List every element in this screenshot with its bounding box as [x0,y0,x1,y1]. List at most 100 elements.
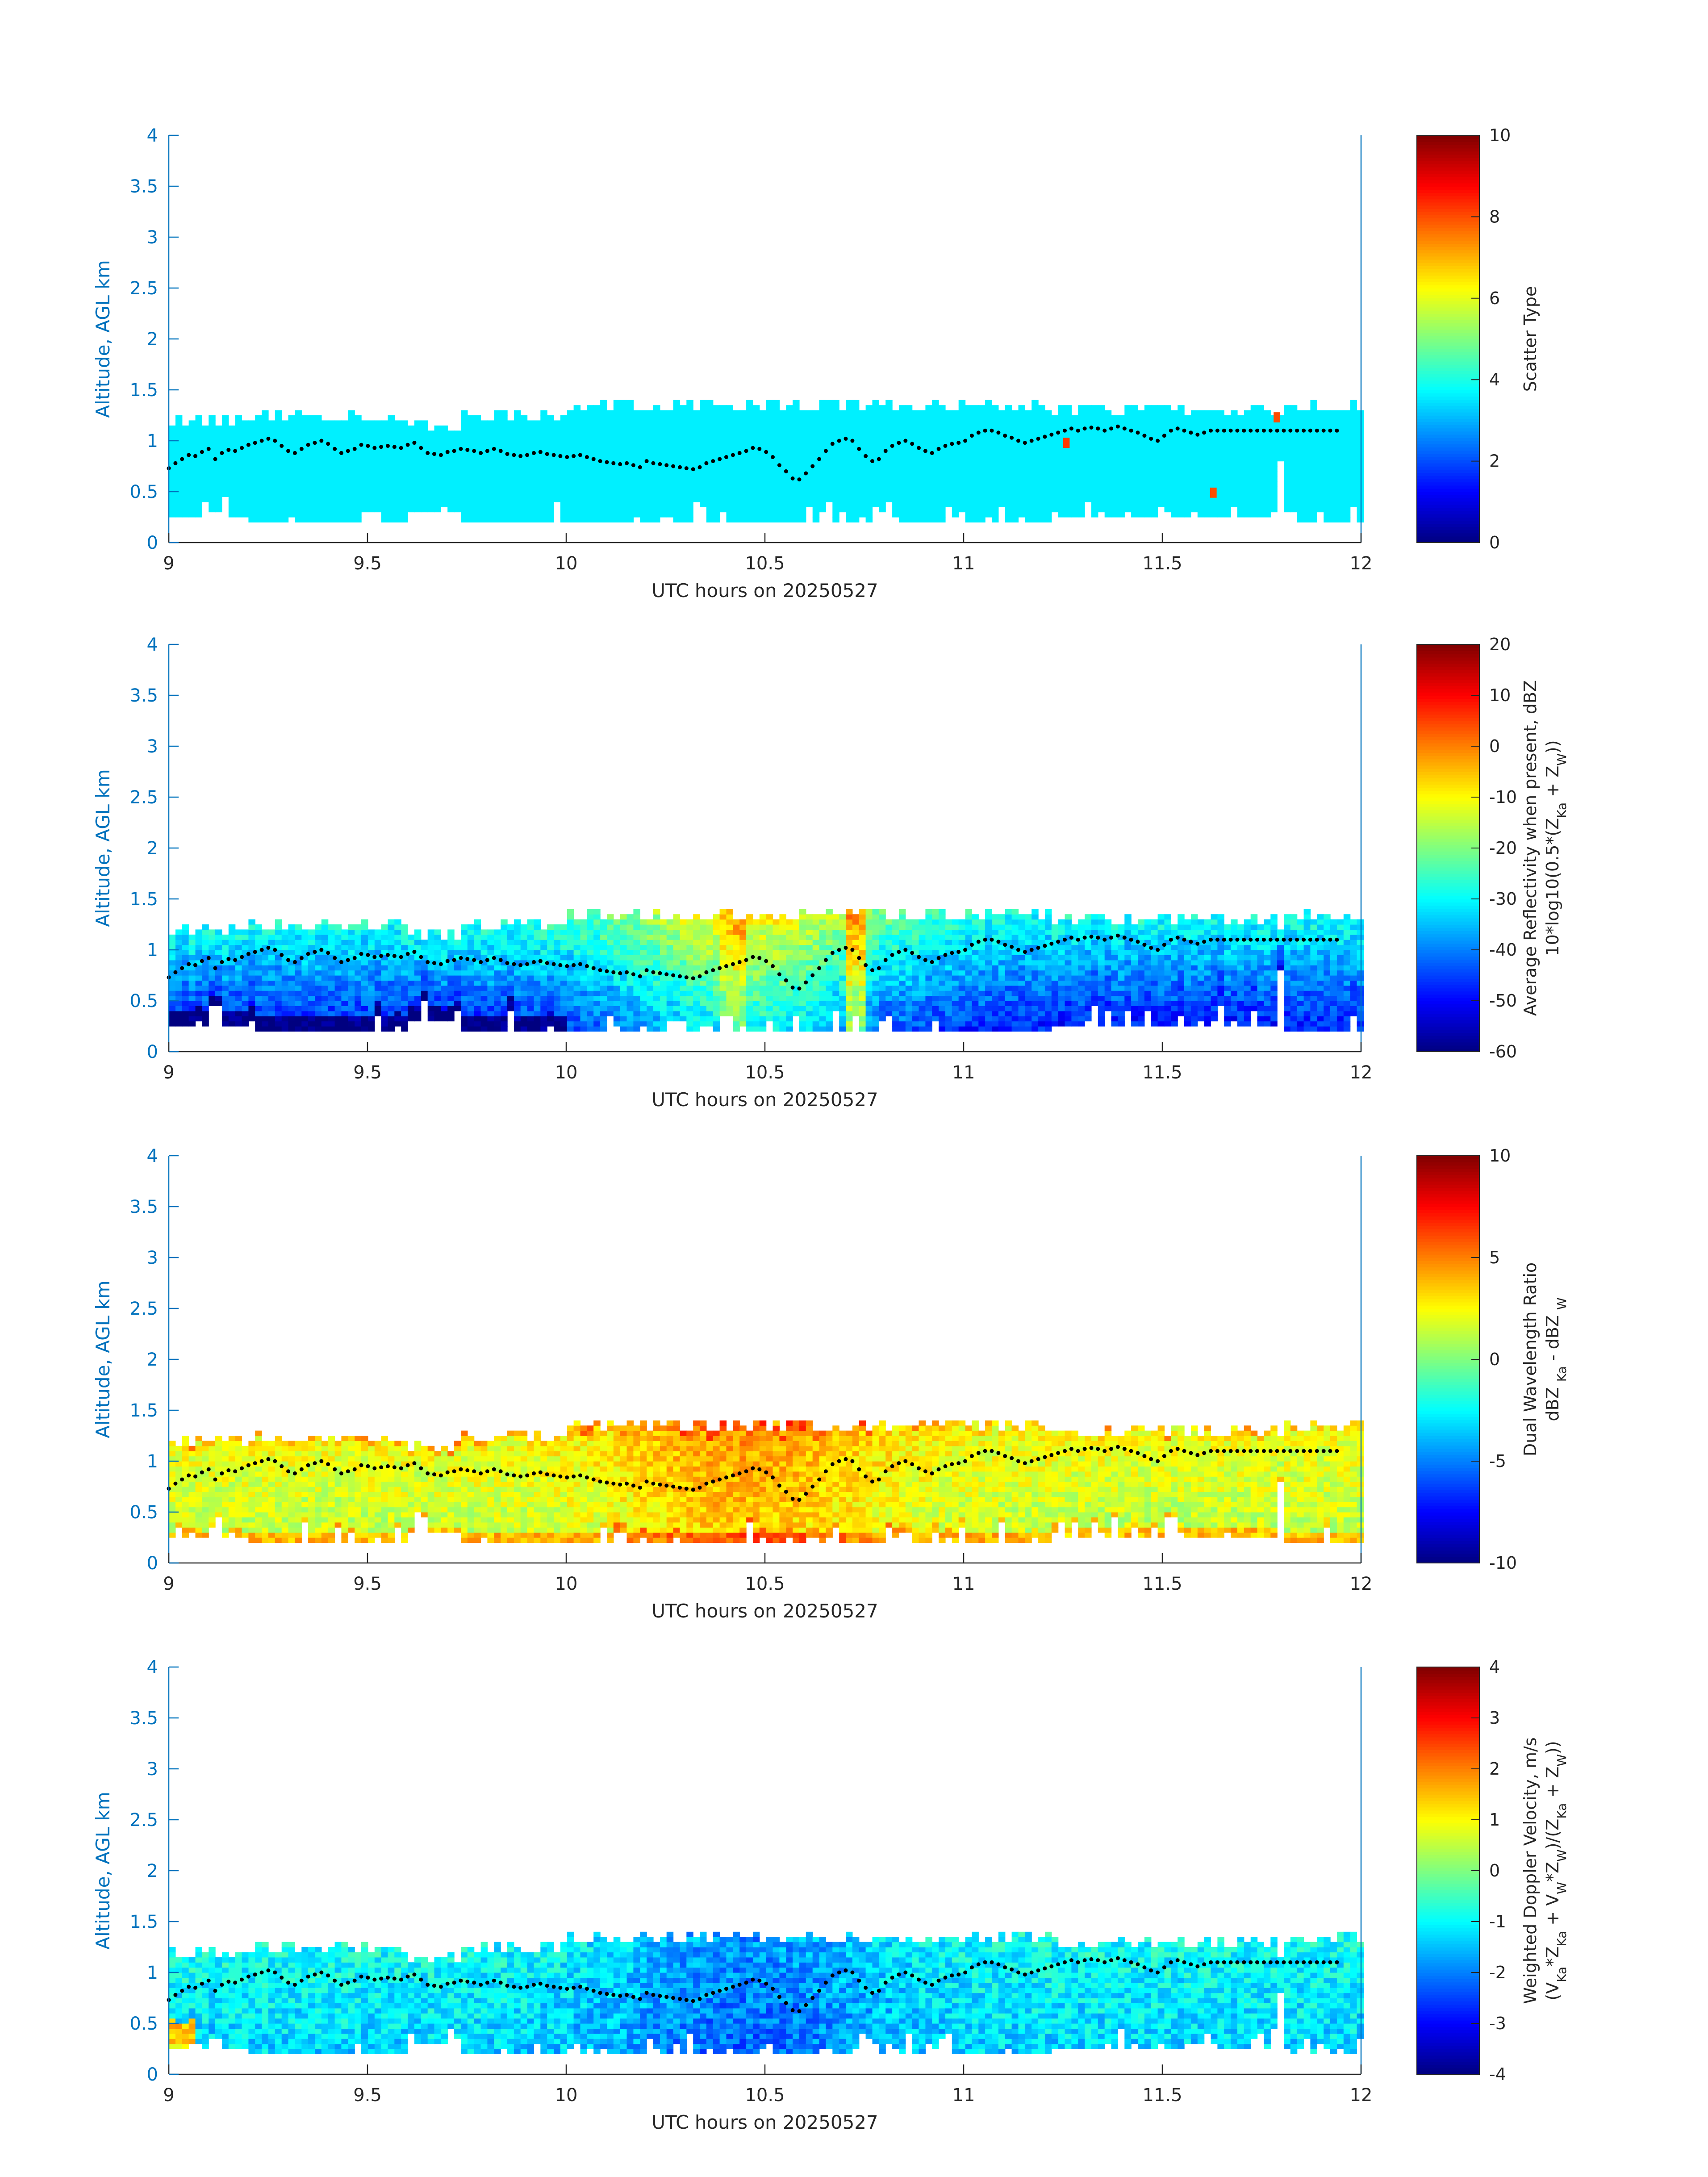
heatmap-cell [647,456,654,462]
heatmap-cell [1131,512,1138,518]
heatmap-cell [620,446,627,451]
heatmap-cell [361,435,368,441]
heatmap-cell [215,497,222,502]
cloud-base-point [1076,428,1080,433]
heatmap-cell [374,430,382,436]
heatmap-cell [1350,435,1357,441]
heatmap-cell [773,501,780,507]
heatmap-cell [248,446,255,451]
heatmap-cell [288,924,295,930]
heatmap-cell [859,456,866,462]
heatmap-cell [401,960,408,965]
heatmap-cell [580,425,587,431]
heatmap-cell [321,1016,329,1022]
heatmap-cell [514,507,521,513]
heatmap-cell [221,415,229,421]
heatmap-cell [209,420,216,426]
heatmap-cell [281,934,289,940]
heatmap-cell [1317,410,1324,416]
heatmap-cell [367,481,375,487]
heatmap-cell [480,492,488,497]
heatmap-cell [932,430,939,436]
heatmap-cell [686,420,693,426]
heatmap-cell [1217,415,1224,421]
heatmap-cell [613,415,621,421]
heatmap-cell [355,985,362,991]
heatmap-cell [268,975,276,981]
heatmap-cell [281,441,289,446]
heatmap-cell [281,940,289,945]
heatmap-cell [527,435,535,441]
heatmap-cell [786,441,793,446]
cloud-base-point [877,457,881,461]
heatmap-cell [275,1016,282,1022]
heatmap-cell [1336,486,1344,492]
heatmap-cell [355,924,362,930]
heatmap-cell [865,497,873,502]
heatmap-cell [447,486,455,492]
heatmap-cell [221,425,229,431]
cloud-base-point [1115,424,1120,429]
heatmap-cell [1025,512,1032,518]
heatmap-cell [826,456,833,462]
heatmap-cell [367,970,375,976]
heatmap-cell [494,512,501,518]
y-tick-label: 3.5 [129,176,158,197]
cloud-base-point [1215,428,1219,433]
heatmap-cell [965,481,973,487]
heatmap-cell [1244,497,1251,502]
colorbar-swatch [1417,361,1479,365]
heatmap-cell [739,410,747,416]
heatmap-cell [202,471,209,477]
heatmap-cell [454,975,461,981]
heatmap-cell [600,517,607,522]
heatmap-cell [367,507,375,513]
heatmap-cell [388,965,395,971]
heatmap-cell [301,1001,309,1006]
heatmap-cell [905,435,913,441]
colorbar-swatch [1417,234,1479,238]
heatmap-cell [1324,492,1331,497]
heatmap-cell [865,410,873,416]
cloud-base-point [771,455,775,459]
heatmap-cell [414,451,422,456]
heatmap-cell [427,441,435,446]
heatmap-cell [182,471,189,477]
heatmap-cell [1336,415,1344,421]
cloud-base-point [193,454,197,458]
heatmap-cell [673,501,681,507]
heatmap-cell [288,1001,295,1006]
heatmap-cell [414,929,422,935]
heatmap-cell [1237,507,1244,513]
heatmap-cell [978,486,986,492]
heatmap-cell [1197,471,1205,477]
heatmap-cell [593,451,601,456]
heatmap-cell [295,1001,302,1006]
heatmap-cell [1085,451,1092,456]
heatmap-cell [447,980,455,986]
heatmap-cell [1317,456,1324,462]
heatmap-cell [242,512,249,518]
heatmap-cell [209,435,216,441]
heatmap-cell [713,481,720,487]
heatmap-cell [972,435,979,441]
heatmap-cell [859,466,866,472]
heatmap-cell [919,410,926,416]
heatmap-cell [806,497,813,502]
heatmap-cell [972,451,979,456]
heatmap-cell [228,995,236,1001]
heatmap-cell [268,497,276,502]
heatmap-cell [1330,512,1337,518]
heatmap-cell [819,420,827,426]
heatmap-cell [879,420,886,426]
heatmap-cell [540,466,547,472]
heatmap-cell [461,1021,468,1027]
heatmap-cell [1051,476,1059,482]
heatmap-cell [680,512,687,518]
heatmap-cell [1231,476,1238,482]
heatmap-cell [321,451,329,456]
heatmap-cell [401,486,408,492]
heatmap-cell [1190,466,1198,472]
colorbar-swatch [1417,460,1479,464]
heatmap-cell [408,471,415,477]
